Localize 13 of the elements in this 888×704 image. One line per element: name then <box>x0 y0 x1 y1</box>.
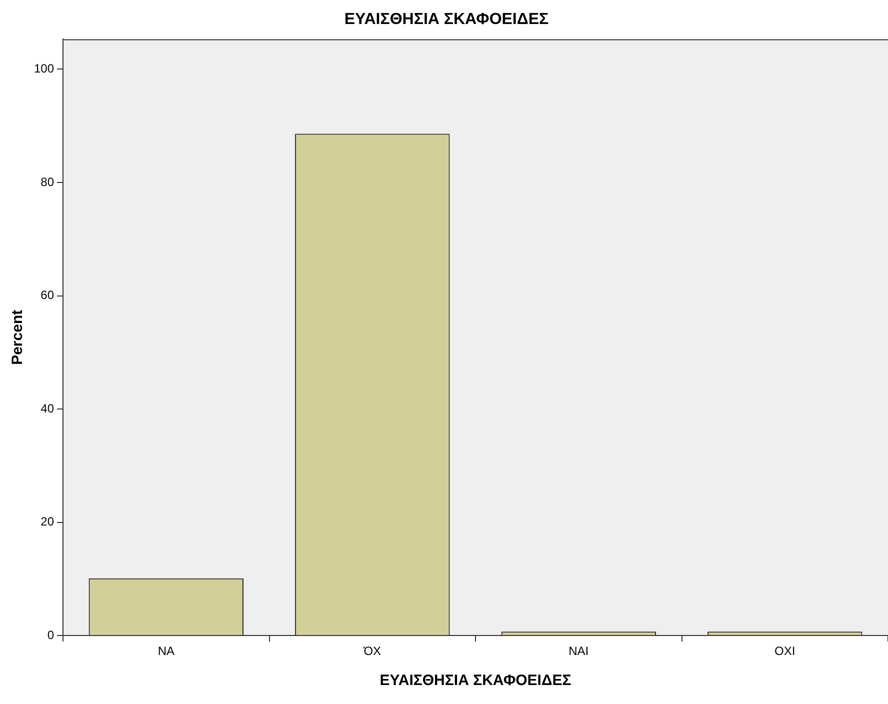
y-axis-title: Percent <box>9 310 26 365</box>
y-tick-label: 100 <box>34 62 54 76</box>
y-tick-label: 80 <box>40 174 54 189</box>
x-tick-label: ΝΑΙ <box>568 644 589 658</box>
y-tick-label: 60 <box>40 288 54 302</box>
x-tick-label: ΟΧΙ <box>774 644 796 658</box>
x-axis-title: ΕΥΑΙΣΘΗΣΙΑ ΣΚΑΦΟΕΙΔΕΣ <box>380 672 572 690</box>
chart-title: ΕΥΑΙΣΘΗΣΙΑ ΣΚΑΦΟΕΙΔΕΣ <box>344 11 550 28</box>
x-tick-label: ΝΑ <box>158 644 174 658</box>
y-tick-label: 20 <box>40 514 54 529</box>
x-tick-label: ΌΧ <box>362 644 382 658</box>
y-tick-label: 40 <box>40 401 54 416</box>
y-tick-label: 0 <box>47 628 54 642</box>
